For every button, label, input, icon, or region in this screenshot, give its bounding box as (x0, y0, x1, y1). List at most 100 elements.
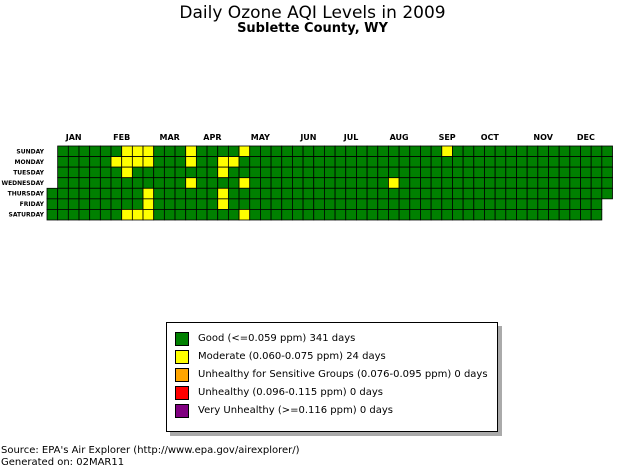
day-label: TUESDAY (13, 169, 44, 176)
month-label: JUN (299, 133, 316, 142)
day-cell (601, 145, 613, 157)
day-cell (163, 166, 176, 179)
day-cell (377, 209, 389, 221)
day-cell (558, 156, 571, 168)
day-cell (398, 145, 411, 157)
day-cell (185, 145, 197, 157)
day-cell (185, 177, 197, 189)
day-cell (195, 156, 208, 168)
day-cell (238, 209, 251, 221)
day-cell (174, 209, 187, 221)
legend: Good (<=0.059 ppm) 341 days Moderate (0.… (166, 322, 498, 432)
day-cell (494, 177, 507, 189)
day-cell (163, 145, 176, 157)
day-cell (206, 156, 219, 168)
day-cell (484, 177, 496, 189)
day-cell (516, 198, 528, 210)
calendar-heatmap: SUNDAY MONDAY TUESDAY WEDNESDAY THURSDAY FRID… (1, 133, 613, 221)
day-cell (110, 156, 123, 168)
day-cell (206, 198, 219, 210)
day-cell (313, 166, 325, 179)
day-cell (366, 156, 379, 168)
day-cell (484, 198, 496, 210)
day-cell (452, 177, 464, 189)
day-cell (494, 198, 507, 210)
day-cell (398, 198, 411, 210)
day-cell (110, 187, 123, 200)
month-label: JAN (65, 133, 82, 142)
day-cell (516, 156, 528, 168)
day-cell (163, 156, 176, 168)
month-label: AUG (390, 133, 409, 142)
day-cell (185, 209, 197, 221)
day-cell (345, 209, 357, 221)
day-cell (99, 145, 112, 157)
day-cell (163, 209, 176, 221)
day-cell (420, 198, 432, 210)
source-note: Source: EPA's Air Explorer (http://www.e… (1, 445, 300, 456)
day-cell (67, 177, 80, 189)
day-cell (345, 177, 357, 189)
day-cell (89, 145, 101, 157)
day-cell (302, 187, 315, 200)
day-cell (590, 166, 603, 179)
legend-swatch-very-unhealthy (175, 404, 189, 418)
day-cell (67, 198, 80, 210)
legend-swatch-good (175, 332, 189, 346)
month-label: MAR (160, 133, 180, 142)
day-cell (420, 177, 432, 189)
day-cell (121, 209, 133, 221)
day-cell (526, 177, 539, 189)
day-cell (601, 156, 613, 168)
day-cell (121, 198, 133, 210)
day-cell (388, 145, 400, 157)
day-cell (356, 198, 368, 210)
day-cell (302, 209, 315, 221)
month-label: JUL (343, 133, 359, 142)
day-cell (163, 177, 176, 189)
day-cell (569, 166, 581, 179)
legend-label-moderate: Moderate (0.060-0.075 ppm) 24 days (198, 351, 386, 362)
day-cell (292, 209, 304, 221)
day-cell (377, 145, 389, 157)
day-cell (334, 145, 347, 157)
day-cell (259, 145, 272, 157)
day-cell (345, 166, 357, 179)
day-cell (270, 187, 283, 200)
day-cell (292, 177, 304, 189)
legend-swatch-moderate (175, 350, 189, 364)
day-cell (206, 177, 219, 189)
day-cell (420, 187, 432, 200)
day-cell (462, 177, 475, 189)
day-cell (473, 187, 485, 200)
legend-swatch-unhealthy (175, 386, 189, 400)
day-cell (57, 177, 69, 189)
day-cell (537, 156, 549, 168)
day-cell (398, 187, 411, 200)
day-cell (537, 198, 549, 210)
day-cell (238, 177, 251, 189)
day-cell (484, 156, 496, 168)
day-cell (142, 209, 155, 221)
day-cell (484, 145, 496, 157)
day-cell (227, 145, 240, 157)
day-cell (324, 177, 336, 189)
day-cell (430, 209, 443, 221)
day-cell (494, 187, 507, 200)
day-cell (185, 156, 197, 168)
day-cell (398, 177, 411, 189)
day-cell (270, 198, 283, 210)
day-cell (388, 166, 400, 179)
day-cell (505, 187, 517, 200)
day-cell (462, 145, 475, 157)
day-cell (398, 156, 411, 168)
day-cell (227, 156, 240, 168)
day-cell (99, 177, 112, 189)
day-cell (281, 145, 293, 157)
day-cell (249, 166, 261, 179)
day-cell (345, 198, 357, 210)
day-cell (259, 177, 272, 189)
day-cell (409, 145, 421, 157)
day-cell (377, 198, 389, 210)
day-cell (558, 177, 571, 189)
